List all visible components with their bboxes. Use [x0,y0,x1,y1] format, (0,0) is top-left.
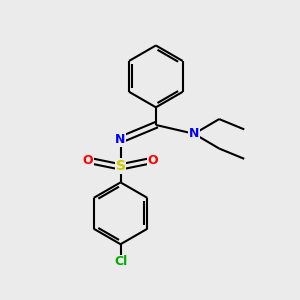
Text: N: N [116,133,126,146]
Text: Cl: Cl [114,255,127,268]
Text: S: S [116,159,126,173]
Text: O: O [148,154,158,167]
Text: N: N [189,127,200,140]
Text: O: O [83,154,94,167]
